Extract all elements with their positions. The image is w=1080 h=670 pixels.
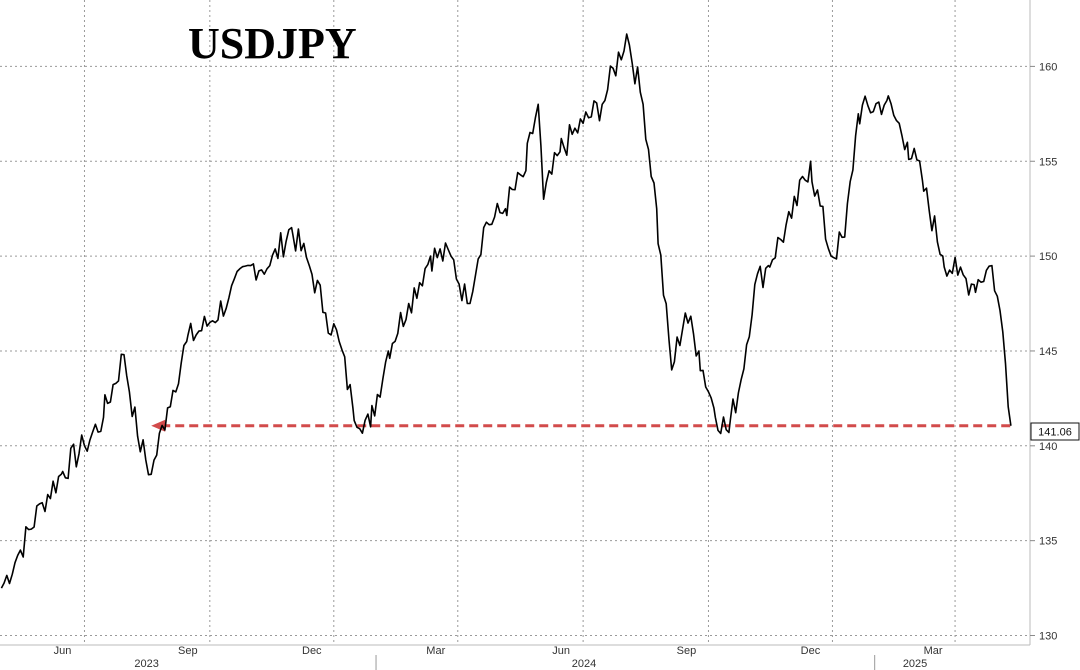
x-tick-label: Mar [924,645,943,657]
x-tick-label: Mar [426,645,445,657]
last-value-marker: 141.06 [1030,422,1080,441]
series-layer [0,33,1012,589]
y-tick-label: 130 [1039,631,1057,643]
axes [0,0,1031,646]
last-value-box [1030,422,1080,441]
x-tick-label: Dec [302,645,322,657]
y-tick-labels: 130 135 140 145 150 155 160 [1030,61,1057,643]
y-tick-label: 155 [1039,156,1057,168]
chart-title: USDJPY [188,19,357,68]
x-tick-label: Jun [552,645,570,657]
y-tick-label: 150 [1039,251,1057,263]
year-label: 2024 [572,658,596,670]
series-line-usdjpy [0,33,1012,589]
x-tick-label: Sep [178,645,198,657]
x-tick-labels: Jun Sep Dec Mar Jun Sep Dec Mar 2023 2024 2025 [54,645,943,670]
y-tick-label: 135 [1039,536,1057,548]
x-tick-label: Jun [54,645,72,657]
x-tick-label: Dec [801,645,821,657]
year-label: 2023 [134,658,158,670]
year-label: 2025 [903,658,927,670]
y-tick-label: 145 [1039,346,1057,358]
grid-lines [0,0,1030,645]
y-tick-label: 140 [1039,441,1057,453]
last-value-label: 141.06 [1038,427,1072,439]
y-tick-label: 160 [1039,61,1057,73]
reference-line-group [151,419,1011,432]
x-tick-label: Sep [677,645,697,657]
